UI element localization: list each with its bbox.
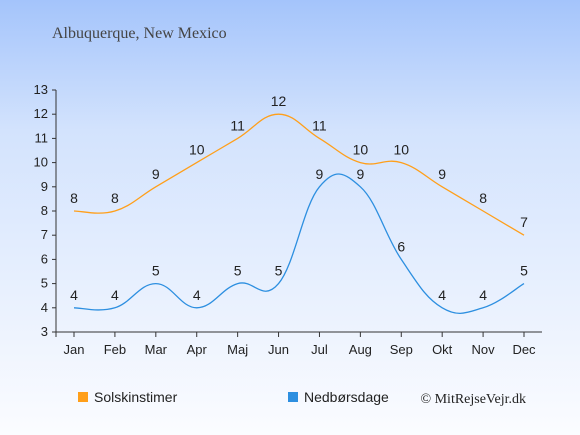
y-tick-label: 12 xyxy=(34,106,48,121)
data-label: 9 xyxy=(316,166,324,182)
x-tick-label: Mar xyxy=(145,342,168,357)
y-tick-label: 10 xyxy=(34,155,48,170)
x-tick-label: Sep xyxy=(390,342,413,357)
y-tick-label: 13 xyxy=(34,82,48,97)
data-label: 8 xyxy=(70,190,78,206)
data-label: 12 xyxy=(271,93,287,109)
data-label: 8 xyxy=(479,190,487,206)
chart-title: Albuquerque, New Mexico xyxy=(52,25,227,42)
series-line-2 xyxy=(73,173,525,314)
x-tick-label: Dec xyxy=(512,342,536,357)
data-label: 9 xyxy=(438,166,446,182)
x-tick-label: Feb xyxy=(104,342,126,357)
y-tick-label: 8 xyxy=(41,203,48,218)
x-tick-label: Maj xyxy=(227,342,248,357)
y-tick-label: 9 xyxy=(41,179,48,194)
series-line-1 xyxy=(73,113,525,236)
x-tick-label: Apr xyxy=(187,342,208,357)
data-label: 5 xyxy=(275,263,283,279)
y-tick-label: 3 xyxy=(41,324,48,339)
y-tick-label: 5 xyxy=(41,276,48,291)
data-label: 5 xyxy=(234,263,242,279)
x-tick-label: Jul xyxy=(311,342,328,357)
data-label: 9 xyxy=(152,166,160,182)
legend-swatch-2 xyxy=(288,392,298,402)
data-label: 4 xyxy=(479,287,487,303)
data-label: 11 xyxy=(230,117,245,133)
y-tick-label: 4 xyxy=(41,300,48,315)
x-tick-label: Jan xyxy=(64,342,85,357)
x-tick-label: Nov xyxy=(472,342,496,357)
y-tick-label: 6 xyxy=(41,251,48,266)
x-tick-label: Okt xyxy=(432,342,453,357)
data-label: 4 xyxy=(111,287,119,303)
legend-label-2: Nedbørsdage xyxy=(304,389,389,405)
data-label: 10 xyxy=(393,142,409,158)
y-tick-label: 11 xyxy=(35,130,49,145)
data-label: 9 xyxy=(356,166,364,182)
legend-label-1: Solskinstimer xyxy=(94,389,178,405)
x-tick-label: Jun xyxy=(268,342,289,357)
data-label: 10 xyxy=(353,142,369,158)
y-tick-label: 7 xyxy=(41,227,48,242)
data-label: 4 xyxy=(438,287,446,303)
data-label: 11 xyxy=(312,117,327,133)
data-label: 6 xyxy=(397,238,405,254)
data-label: 5 xyxy=(152,263,160,279)
credit-text: © MitRejseVejr.dk xyxy=(420,392,526,407)
data-label: 10 xyxy=(189,142,205,158)
data-label: 7 xyxy=(520,214,528,230)
legend-swatch-1 xyxy=(78,392,88,402)
data-label: 4 xyxy=(70,287,78,303)
data-label: 4 xyxy=(193,287,201,303)
data-label: 8 xyxy=(111,190,119,206)
x-tick-label: Aug xyxy=(349,342,372,357)
data-label: 5 xyxy=(520,263,528,279)
